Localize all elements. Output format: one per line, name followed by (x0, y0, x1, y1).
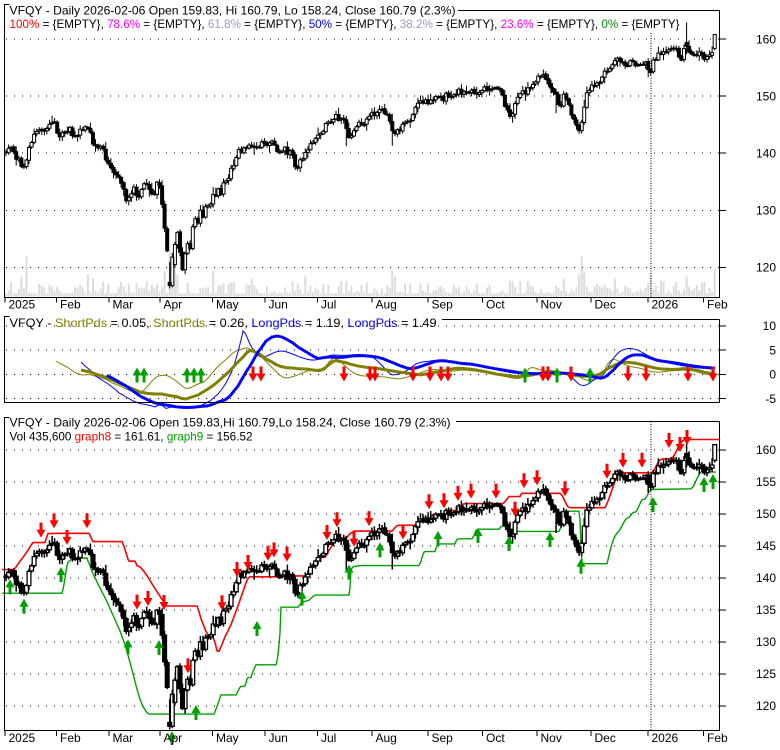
svg-text:130: 130 (756, 635, 776, 649)
svg-text:5: 5 (769, 343, 776, 357)
svg-text:145: 145 (756, 539, 776, 553)
svg-text:Nov: Nov (541, 298, 562, 312)
svg-text:Sep: Sep (432, 298, 454, 312)
svg-text:Jul: Jul (321, 298, 336, 312)
svg-text:Feb: Feb (60, 298, 81, 312)
svg-text:100% = {EMPTY}, 78.6% = {EMPTY: 100% = {EMPTY}, 78.6% = {EMPTY}, 61.8% =… (10, 17, 680, 31)
svg-text:Dec: Dec (595, 731, 616, 745)
svg-text:Mar: Mar (113, 298, 134, 312)
svg-text:May: May (216, 298, 239, 312)
svg-text:120: 120 (756, 699, 776, 713)
svg-text:VFQY - ShortPds = 0.05, ShortP: VFQY - ShortPds = 0.05, ShortPds = 0.26,… (10, 316, 437, 330)
svg-text:130: 130 (756, 204, 776, 218)
svg-text:150: 150 (756, 89, 776, 103)
svg-text:150: 150 (756, 507, 776, 521)
svg-text:Jun: Jun (269, 298, 288, 312)
svg-text:2026: 2026 (652, 298, 679, 312)
svg-text:Feb: Feb (707, 731, 728, 745)
svg-text:Vol 435,600 graph8 = 161.61, g: Vol 435,600 graph8 = 161.61, graph9 = 15… (10, 430, 253, 444)
svg-text:Oct: Oct (486, 731, 505, 745)
svg-text:120: 120 (756, 261, 776, 275)
svg-text:10: 10 (763, 319, 777, 333)
svg-text:2025: 2025 (9, 298, 36, 312)
svg-text:-5: -5 (765, 392, 776, 406)
svg-text:160: 160 (756, 443, 776, 457)
svg-text:Mar: Mar (113, 731, 134, 745)
svg-text:Aug: Aug (376, 731, 397, 745)
svg-text:140: 140 (756, 147, 776, 161)
svg-text:Sep: Sep (432, 731, 454, 745)
svg-text:VFQY - Daily 2026-02-06 Open 1: VFQY - Daily 2026-02-06 Open 159.83,Hi 1… (10, 416, 451, 430)
svg-text:2025: 2025 (9, 731, 36, 745)
svg-text:Jul: Jul (321, 731, 336, 745)
svg-text:VFQY - Daily 2026-02-06 Open 1: VFQY - Daily 2026-02-06 Open 159.83, Hi … (10, 4, 456, 18)
svg-text:Feb: Feb (707, 298, 728, 312)
svg-text:May: May (216, 731, 239, 745)
svg-text:2026: 2026 (652, 731, 679, 745)
svg-text:Aug: Aug (376, 298, 397, 312)
svg-text:Feb: Feb (60, 731, 81, 745)
svg-text:0: 0 (769, 368, 776, 382)
svg-text:Oct: Oct (486, 298, 505, 312)
svg-text:Apr: Apr (164, 298, 183, 312)
svg-text:140: 140 (756, 571, 776, 585)
svg-text:Nov: Nov (541, 731, 562, 745)
svg-text:Jun: Jun (269, 731, 288, 745)
svg-text:Dec: Dec (595, 298, 616, 312)
svg-text:Apr: Apr (164, 731, 183, 745)
svg-text:135: 135 (756, 603, 776, 617)
svg-text:160: 160 (756, 32, 776, 46)
svg-text:155: 155 (756, 475, 776, 489)
svg-text:125: 125 (756, 667, 776, 681)
